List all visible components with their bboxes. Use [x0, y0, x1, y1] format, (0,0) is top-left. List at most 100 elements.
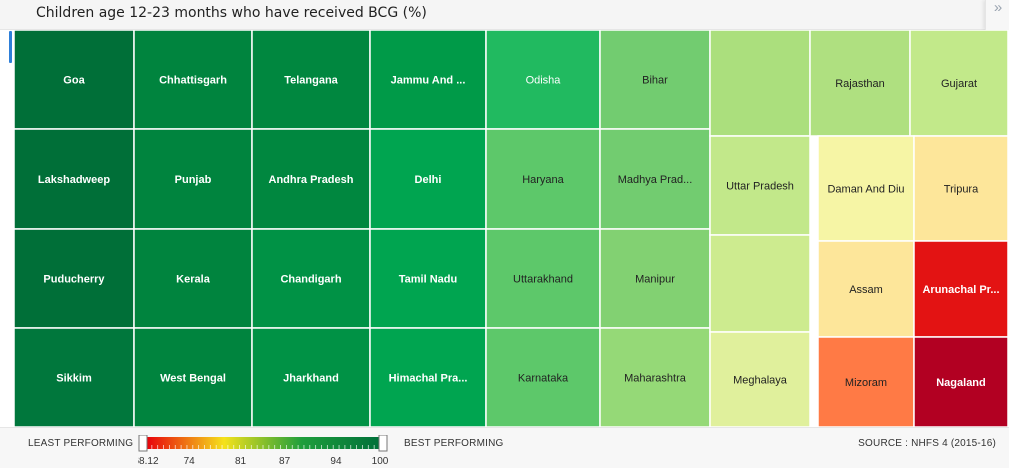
scale-max-handle[interactable] [378, 435, 388, 452]
treemap-cell-rect[interactable] [251, 128, 371, 230]
treemap-cell[interactable]: Delhi [369, 128, 487, 230]
best-performing-label: BEST PERFORMING [404, 438, 504, 449]
treemap-cell-rect[interactable] [14, 128, 135, 230]
least-performing-label: LEAST PERFORMING [28, 438, 134, 449]
treemap-cell-label: Jammu And ... [391, 75, 466, 87]
treemap-cell-label: Daman And Diu [827, 184, 904, 196]
treemap-cell-rect[interactable] [251, 30, 371, 130]
treemap-cell[interactable]: Sikkim [14, 327, 135, 427]
treemap-cell[interactable]: Assam [817, 240, 915, 338]
treemap-cell[interactable]: Arunachal Pr... [913, 240, 1008, 338]
treemap-cell-label: Jharkhand [283, 373, 339, 385]
treemap-cell-rect[interactable] [485, 128, 601, 230]
treemap-cell[interactable]: Puducherry [14, 228, 135, 329]
treemap-cell-label: Tripura [944, 184, 979, 196]
treemap-cell[interactable]: Nagaland [913, 336, 1008, 427]
treemap-cell-label: Arunachal Pr... [922, 284, 999, 296]
treemap-cell-label: Puducherry [43, 274, 105, 286]
treemap-cell-rect[interactable] [913, 135, 1008, 242]
treemap-chart: Goa Lakshadweep Puducherry Sikkim Chhattisga… [14, 30, 1008, 427]
legend-bar: LEAST PERFORMING 68.12 74 81 87 94 100 BEST P… [0, 427, 1009, 468]
treemap-cell[interactable]: Bihar [599, 30, 711, 130]
treemap-cell[interactable]: Karnataka [485, 327, 601, 427]
treemap-cell-label: Sikkim [56, 373, 92, 385]
treemap-cell[interactable]: Chandigarh [251, 228, 371, 329]
treemap-cell-label: Himachal Pra... [389, 373, 468, 385]
treemap-cell-rect[interactable] [251, 327, 371, 427]
treemap-cell[interactable]: Chhattisgarh [133, 30, 253, 130]
treemap-cell[interactable]: Meghalaya [709, 331, 811, 427]
treemap-cell-rect[interactable] [133, 327, 253, 427]
treemap-cell-rect[interactable] [485, 228, 601, 329]
treemap-cell-rect[interactable] [709, 30, 811, 137]
collapse-panel-icon[interactable]: » [985, 0, 1009, 30]
treemap-cell-rect[interactable] [133, 30, 253, 130]
treemap-cell[interactable]: Uttarakhand [485, 228, 601, 329]
treemap-cell[interactable]: Jharkhand [251, 327, 371, 427]
treemap-cell[interactable] [709, 30, 811, 137]
treemap-cell[interactable]: Madhya Prad... [599, 128, 711, 230]
treemap-cell-rect[interactable] [709, 234, 811, 333]
treemap-cell-label: Bihar [642, 75, 668, 87]
treemap-cell[interactable]: Uttar Pradesh [709, 135, 811, 236]
treemap-cell[interactable]: Jammu And ... [369, 30, 487, 130]
treemap-cell[interactable]: Goa [14, 30, 135, 130]
treemap-cell-label: Maharashtra [624, 373, 687, 385]
treemap-cell-label: Odisha [526, 75, 562, 87]
treemap-cell[interactable]: Daman And Diu [817, 135, 915, 242]
treemap-cell-rect[interactable] [817, 336, 915, 427]
treemap-cell-label: Assam [849, 284, 883, 296]
treemap-cell[interactable]: Rajasthan [809, 30, 911, 137]
treemap-cell-rect[interactable] [709, 331, 811, 427]
treemap-cell-rect[interactable] [599, 30, 711, 130]
chart-title: Children age 12-23 months who have recei… [36, 5, 427, 21]
treemap-cell[interactable]: Lakshadweep [14, 128, 135, 230]
treemap-cell-label: Manipur [635, 274, 675, 286]
treemap-cell-label: Madhya Prad... [618, 174, 693, 186]
treemap-cell[interactable]: Mizoram [817, 336, 915, 427]
treemap-cell[interactable]: Odisha [485, 30, 601, 130]
scale-min-handle[interactable] [138, 435, 148, 452]
treemap-cell[interactable]: Himachal Pra... [369, 327, 487, 427]
treemap-cell[interactable]: Manipur [599, 228, 711, 329]
treemap-cell[interactable]: Telangana [251, 30, 371, 130]
treemap-cell[interactable]: Punjab [133, 128, 253, 230]
treemap-cell-rect[interactable] [599, 228, 711, 329]
treemap-cell-label: Nagaland [936, 377, 986, 389]
treemap-cell-rect[interactable] [913, 336, 1008, 427]
scale-tick-label: 87 [279, 456, 291, 467]
treemap-cell-label: Punjab [175, 174, 212, 186]
scale-tick-label: 100 [372, 456, 389, 467]
scale-tick-label: 94 [330, 456, 342, 467]
treemap-cell-rect[interactable] [817, 240, 915, 338]
treemap-cell[interactable]: Tamil Nadu [369, 228, 487, 329]
treemap-cell-rect[interactable] [817, 135, 915, 242]
color-scale: 68.12 74 81 87 94 100 [138, 435, 389, 467]
treemap-cell[interactable]: Kerala [133, 228, 253, 329]
treemap-cell[interactable]: Haryana [485, 128, 601, 230]
treemap-cell-rect[interactable] [14, 327, 135, 427]
treemap-cell[interactable] [709, 234, 811, 333]
treemap-cell-rect[interactable] [251, 228, 371, 329]
treemap-cell[interactable]: Maharashtra [599, 327, 711, 427]
treemap-cell[interactable]: Andhra Pradesh [251, 128, 371, 230]
treemap-cell-rect[interactable] [485, 327, 601, 427]
scale-tick-label: 74 [184, 456, 196, 467]
treemap-cell-rect[interactable] [913, 240, 1008, 338]
treemap-cell-label: Chhattisgarh [159, 75, 227, 87]
treemap-cell-rect[interactable] [133, 228, 253, 329]
treemap-cell-rect[interactable] [14, 228, 135, 329]
treemap-cell-rect[interactable] [599, 128, 711, 230]
treemap-cell[interactable]: West Bengal [133, 327, 253, 427]
treemap-cell[interactable]: Tripura [913, 135, 1008, 242]
scale-tick-label: 81 [235, 456, 247, 467]
treemap-cell-label: Goa [63, 75, 85, 87]
treemap-cell-label: Haryana [522, 174, 564, 186]
treemap-cell[interactable]: Gujarat [909, 30, 1008, 137]
treemap-cell-label: Gujarat [941, 78, 977, 90]
source-label: SOURCE : NHFS 4 (2015-16) [858, 438, 996, 449]
treemap-cell-label: Kerala [176, 274, 211, 286]
treemap-cell-label: Karnataka [518, 373, 569, 385]
treemap-cell-label: West Bengal [160, 373, 226, 385]
treemap-cell-rect[interactable] [369, 228, 487, 329]
